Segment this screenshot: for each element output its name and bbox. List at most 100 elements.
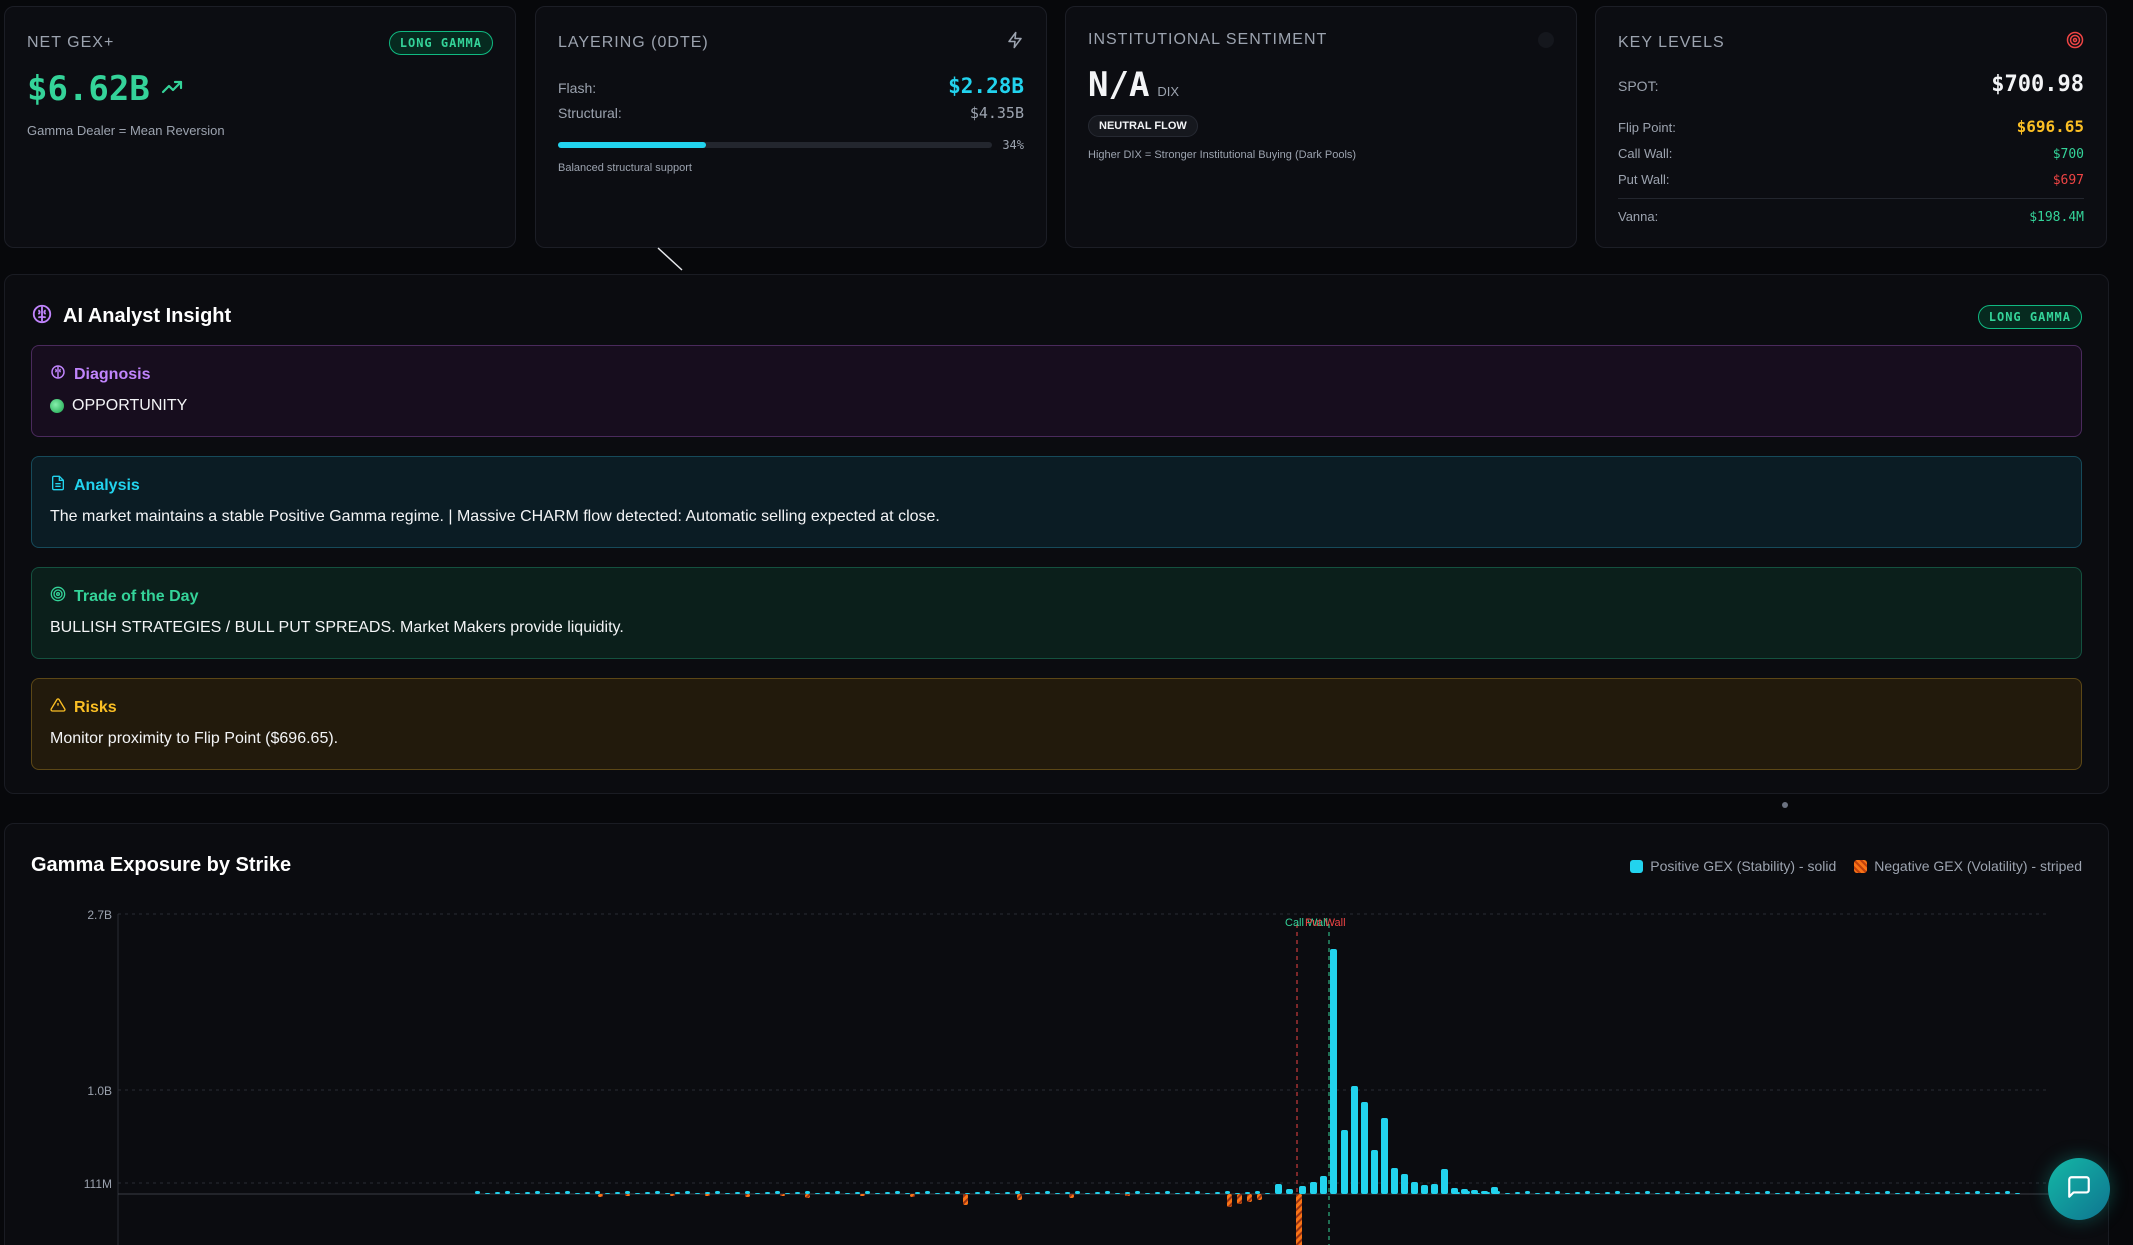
gex-bar-negative — [745, 1194, 750, 1197]
gex-bar-positive — [655, 1191, 660, 1194]
gex-bar-positive — [1505, 1193, 1510, 1194]
gex-bar-positive — [2015, 1193, 2020, 1194]
gex-bar-positive — [1835, 1193, 1840, 1194]
risks-text: Monitor proximity to Flip Point ($696.65… — [50, 730, 339, 747]
chart-title: Gamma Exposure by Strike — [31, 854, 292, 876]
gex-chart-panel: Gamma Exposure by Strike Positive GEX (S… — [4, 823, 2109, 1245]
legend-negative[interactable]: Negative GEX (Volatility) - striped — [1854, 858, 2082, 874]
gex-bar-positive — [1286, 1189, 1293, 1194]
gex-bar-positive — [1320, 1176, 1327, 1194]
gex-bar-positive — [735, 1192, 740, 1194]
gex-bar-positive — [1885, 1191, 1890, 1194]
gex-bar-positive — [1745, 1193, 1750, 1194]
gex-bar-positive — [665, 1193, 670, 1194]
analysis-section: Analysis The market maintains a stable P… — [31, 456, 2082, 548]
gex-bar-positive — [905, 1193, 910, 1194]
gex-bar-positive — [745, 1191, 750, 1194]
put-wall-value: $697 — [2052, 173, 2084, 188]
flip-point-value: $696.65 — [2016, 117, 2084, 136]
brain-icon — [31, 303, 53, 330]
gex-bar-positive — [605, 1193, 610, 1194]
gex-bar-positive — [1645, 1191, 1650, 1194]
gex-bar-positive — [1695, 1192, 1700, 1194]
lightning-icon — [1006, 31, 1024, 54]
call-wall-value: $700 — [2052, 147, 2084, 162]
gex-bar-positive — [1195, 1191, 1200, 1194]
gex-bar-positive — [1065, 1192, 1070, 1194]
gex-bar-positive — [615, 1192, 620, 1194]
gex-bar-positive — [1045, 1191, 1050, 1194]
gex-bar-positive — [505, 1191, 510, 1194]
diagnosis-section: Diagnosis OPPORTUNITY — [31, 345, 2082, 437]
gex-bar-negative — [805, 1194, 810, 1198]
gex-bar-positive — [775, 1191, 780, 1194]
flip-point-label: Flip Point: — [1618, 120, 1676, 135]
gex-bar-positive — [1975, 1191, 1980, 1194]
gex-bar-positive — [1005, 1192, 1010, 1194]
gex-bar-positive — [1825, 1191, 1830, 1194]
gex-bar-positive — [635, 1193, 640, 1194]
gex-bar-positive — [1451, 1188, 1458, 1194]
chat-button[interactable] — [2048, 1158, 2110, 1220]
gex-bar-positive — [485, 1193, 490, 1194]
gex-bar-positive — [1371, 1150, 1378, 1194]
decorative-dot — [1782, 802, 1788, 808]
gex-bar-positive — [865, 1191, 870, 1194]
gex-bar-positive — [535, 1191, 540, 1194]
gex-bar-positive — [965, 1193, 970, 1194]
structural-label: Structural: — [558, 105, 622, 121]
gex-bar-positive — [1585, 1191, 1590, 1194]
gex-bar-negative — [860, 1194, 865, 1196]
gex-bar-positive — [795, 1192, 800, 1194]
gex-bar-positive — [1245, 1192, 1250, 1194]
trade-text: BULLISH STRATEGIES / BULL PUT SPREADS. M… — [50, 619, 624, 636]
gex-bar-positive — [595, 1191, 600, 1194]
vanna-label: Vanna: — [1618, 209, 1659, 224]
gex-bar-positive — [1310, 1182, 1317, 1194]
gex-bar-positive — [1471, 1190, 1478, 1194]
gex-bar-positive — [1535, 1193, 1540, 1194]
gex-bar-positive — [1125, 1192, 1130, 1194]
gex-bar-positive — [1330, 949, 1337, 1194]
gex-bar-positive — [1481, 1191, 1488, 1194]
gex-bar-positive — [1381, 1118, 1388, 1194]
call-wall-label: Call Wall: — [1618, 146, 1673, 161]
decorative-line — [657, 247, 683, 271]
gex-bar-positive — [855, 1192, 860, 1194]
gex-bar-positive — [1615, 1191, 1620, 1194]
gex-bar-positive — [1175, 1193, 1180, 1194]
gex-bar-positive — [1491, 1187, 1498, 1194]
gex-bar-positive — [1401, 1174, 1408, 1194]
gex-bar-positive — [1025, 1193, 1030, 1194]
gex-bar-positive — [1145, 1193, 1150, 1194]
gex-bar-positive — [1795, 1191, 1800, 1194]
call-wall-marker-label: Call Wall — [1285, 917, 1328, 929]
gex-bar-positive — [1725, 1192, 1730, 1194]
layering-progress-bar — [558, 142, 993, 148]
net-gex-subtitle: Gamma Dealer = Mean Reversion — [27, 123, 225, 138]
vanna-value: $198.4M — [2029, 210, 2084, 225]
gex-bar-positive — [1105, 1191, 1110, 1194]
gex-bar-positive — [1555, 1191, 1560, 1194]
gex-bar-negative — [963, 1194, 968, 1205]
gex-bar-positive — [585, 1192, 590, 1194]
chart-legend: Positive GEX (Stability) - solid Negativ… — [1630, 858, 2082, 874]
legend-positive[interactable]: Positive GEX (Stability) - solid — [1630, 858, 1836, 874]
layering-progress-fill — [558, 142, 706, 148]
gex-bar-positive — [1135, 1191, 1140, 1194]
gex-bar-positive — [525, 1192, 530, 1194]
warning-icon — [50, 697, 66, 718]
gex-bar-positive — [915, 1192, 920, 1194]
key-levels-card: KEY LEVELS SPOT: $700.98 Flip Point: $69… — [1595, 6, 2107, 248]
y-tick-label: 111M — [84, 1177, 112, 1191]
net-gex-card: NET GEX+ LONG GAMMA $6.62B Gamma Dealer … — [4, 6, 516, 248]
gex-bar-positive — [1225, 1191, 1230, 1194]
ai-analyst-panel: AI Analyst Insight LONG GAMMA Diagnosis … — [4, 274, 2109, 794]
gex-bar-positive — [1635, 1192, 1640, 1194]
gex-bar-negative — [670, 1194, 675, 1196]
gex-bar-positive — [1625, 1193, 1630, 1194]
gex-bar-positive — [1785, 1192, 1790, 1194]
legend-swatch-negative — [1854, 859, 1868, 873]
gex-bar-positive — [1915, 1191, 1920, 1194]
gex-bar-positive — [1705, 1191, 1710, 1194]
